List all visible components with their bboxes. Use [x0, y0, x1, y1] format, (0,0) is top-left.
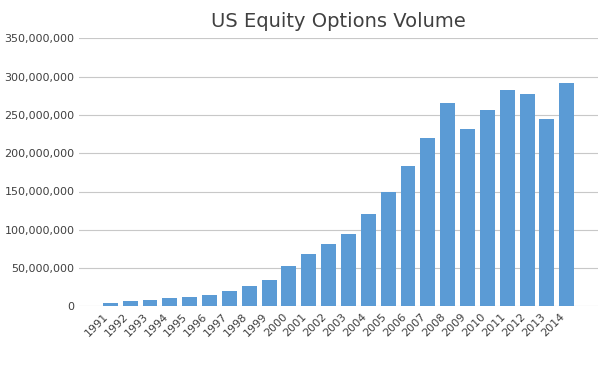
Bar [559, 83, 574, 306]
Bar [103, 303, 118, 306]
Bar [182, 297, 197, 306]
Bar [301, 254, 316, 306]
Bar [123, 301, 138, 306]
Bar [401, 166, 415, 306]
Bar [520, 94, 534, 306]
Bar [420, 138, 436, 306]
Bar [480, 110, 495, 306]
Bar [202, 295, 217, 306]
Bar [341, 234, 356, 306]
Bar [381, 192, 396, 306]
Bar [281, 266, 296, 306]
Bar [222, 291, 237, 306]
Bar [262, 280, 276, 306]
Bar [440, 103, 455, 306]
Bar [539, 119, 554, 306]
Title: US Equity Options Volume: US Equity Options Volume [211, 12, 466, 31]
Bar [162, 298, 178, 306]
Bar [500, 90, 515, 306]
Bar [321, 244, 336, 306]
Bar [361, 214, 376, 306]
Bar [242, 286, 257, 306]
Bar [460, 129, 475, 306]
Bar [143, 300, 157, 306]
